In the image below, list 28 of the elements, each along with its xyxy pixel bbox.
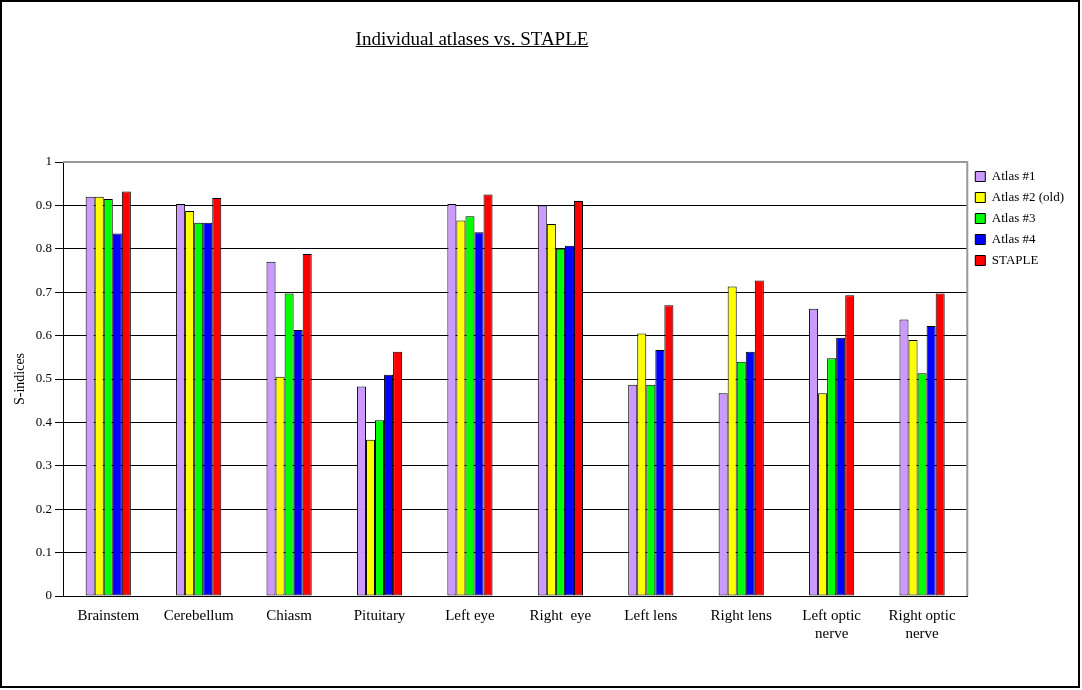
y-tick-label: 0.4 bbox=[35, 413, 53, 429]
legend-label: Atlas #1 bbox=[991, 167, 1036, 183]
x-tick-label: Right eye bbox=[529, 606, 592, 623]
y-tick-label: 0.8 bbox=[35, 240, 53, 256]
y-tick-label: 0.7 bbox=[35, 283, 53, 299]
x-tick-label: Left eye bbox=[445, 606, 496, 623]
legend-label: Atlas #3 bbox=[991, 209, 1036, 225]
x-tick-label: Left lens bbox=[624, 606, 678, 623]
y-tick-label: 0.2 bbox=[35, 500, 53, 516]
legend-label: Atlas #4 bbox=[991, 230, 1036, 246]
y-tick-label: 0.6 bbox=[35, 327, 53, 343]
y-tick-label: 0.9 bbox=[35, 196, 53, 212]
legend-label: Atlas #2 (old) bbox=[991, 188, 1065, 204]
y-tick-label: 1 bbox=[45, 153, 53, 169]
x-tick-label: Chiasm bbox=[266, 606, 313, 623]
y-tick-label: 0.5 bbox=[35, 370, 53, 386]
y-tick-label: 0.3 bbox=[35, 457, 53, 473]
y-axis-title: S-indices bbox=[12, 352, 28, 406]
y-tick-label: 0.1 bbox=[35, 544, 53, 560]
y-tick-label: 0 bbox=[45, 587, 53, 603]
x-tick-label: Right lens bbox=[710, 606, 773, 623]
x-tick-label: Right optic nerve bbox=[888, 606, 956, 641]
x-tick-label: Left optic nerve bbox=[802, 606, 862, 641]
x-tick-label: Pituitary bbox=[353, 606, 406, 623]
x-tick-label: Cerebellum bbox=[163, 606, 234, 623]
legend-label: STAPLE bbox=[991, 251, 1039, 267]
chart-title: Individual atlases vs. STAPLE bbox=[354, 28, 590, 50]
x-tick-label: Brainstem bbox=[77, 606, 140, 623]
